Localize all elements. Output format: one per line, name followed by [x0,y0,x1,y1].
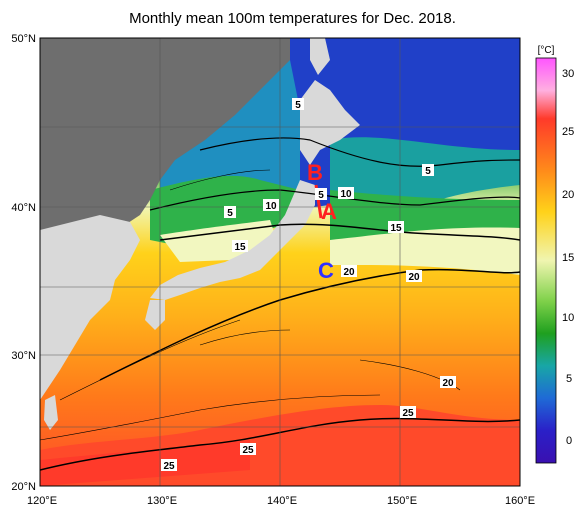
contour-label: 25 [400,406,416,419]
contour-label: 10 [338,187,354,200]
contour-20b [59,319,241,401]
svg-text:20: 20 [442,378,454,389]
contour-label: 5 [292,98,304,111]
svg-text:15: 15 [234,242,246,253]
lat-label-20n: 20°N [11,481,36,493]
svg-text:20: 20 [343,267,355,278]
contour-label-group: 5 5 10 5 10 5 15 15 20 20 20 25 25 25 [161,98,456,472]
contour-label: 25 [161,459,177,472]
contour-label: 5 [422,164,434,177]
sakhalin [310,38,330,75]
korea-china-coast [40,215,140,400]
contour-label: 10 [263,199,279,212]
colorbar-tick-15: 15 [562,252,574,264]
map-frame [39,37,521,487]
contour-5 [199,137,520,167]
contour-label: 15 [232,240,248,253]
lon-label-120e: 120°E [27,495,57,507]
colorbar-tick-25: 25 [562,126,574,138]
svg-text:5: 5 [295,100,301,111]
lon-label-140e: 140°E [267,495,297,507]
contour-label: 20 [341,265,357,278]
colorbar-tick-5: 5 [566,373,572,385]
contour-label: 20 [406,270,422,283]
svg-text:25: 25 [242,445,254,456]
contour-label: 25 [240,443,256,456]
taiwan [44,395,58,430]
lat-label-50n: 50°N [11,33,36,45]
svg-text:5: 5 [227,208,233,219]
colorbar-tick-0: 0 [566,435,572,447]
svg-text:25: 25 [163,461,175,472]
lon-label-160e: 160°E [505,495,535,507]
lon-label-150e: 150°E [387,495,417,507]
contour-thin2 [199,329,291,346]
svg-text:20: 20 [408,272,420,283]
lon-label-130e: 130°E [147,495,177,507]
asia-landmass [40,38,290,380]
contour-label: 5 [224,206,236,219]
colorbar-tick-20: 20 [562,189,574,201]
colorbar-unit: [°C] [538,45,555,56]
colorbar-tick-30: 30 [562,68,574,80]
colorbar-tick-10: 10 [562,312,574,324]
svg-text:25: 25 [402,408,414,419]
svg-text:10: 10 [265,201,277,212]
lat-label-40n: 40°N [11,202,36,214]
contour-thin1 [40,394,381,441]
contour-label: 20 [440,376,456,389]
japan-hokkaido [300,80,360,165]
contour-label: 5 [315,188,327,201]
svg-text:10: 10 [340,189,352,200]
svg-text:15: 15 [390,223,402,234]
lat-label-30n: 30°N [11,350,36,362]
marker-b: B [307,160,323,185]
svg-text:5: 5 [318,190,324,201]
contour-20 [99,268,520,381]
map-title: Monthly mean 100m temperatures for Dec. … [129,10,456,27]
contour-thin4 [169,169,271,191]
marker-a: A [321,199,337,224]
graticule [40,38,520,486]
contour-label: 15 [388,221,404,234]
colorbar: [°C] 30 25 20 15 10 5 0 [535,45,574,464]
colorbar-scale [535,57,557,464]
contour-15 [159,223,520,241]
marker-c: C [318,258,334,283]
svg-text:5: 5 [425,166,431,177]
